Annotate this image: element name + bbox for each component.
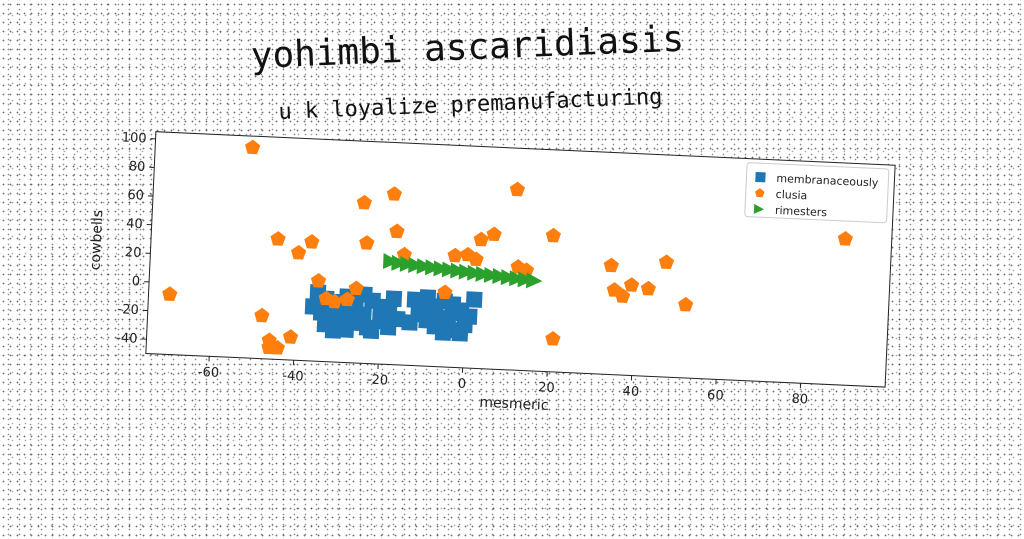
- membranaceously-point: [452, 325, 469, 342]
- x-axis-label: mesmeric: [479, 395, 549, 414]
- y-axis-label: cowbells: [88, 210, 107, 271]
- legend-label: rimesters: [775, 204, 828, 219]
- membranaceously-point: [325, 322, 342, 339]
- x-tick-label: 40: [622, 384, 639, 400]
- x-tick-label: 0: [457, 377, 466, 392]
- x-tick-label: 80: [791, 392, 808, 408]
- membranaceously-point: [444, 305, 461, 322]
- y-tick-label: -40: [116, 331, 138, 347]
- legend-label: clusia: [775, 188, 807, 202]
- membranaceously-point: [385, 290, 402, 307]
- x-tick-label: -60: [198, 365, 220, 381]
- y-tick-label: 20: [125, 245, 142, 261]
- y-tick-label: -20: [117, 302, 139, 318]
- y-tick-label: 60: [127, 188, 144, 204]
- x-tick-label: -20: [366, 373, 388, 389]
- y-tick-label: 100: [121, 130, 146, 146]
- membranaceously-point: [466, 291, 483, 308]
- membranaceously-point: [427, 298, 444, 315]
- y-tick-label: 80: [128, 159, 145, 175]
- x-tick-label: 60: [707, 388, 724, 404]
- membranaceously-point: [401, 314, 418, 331]
- membranaceously-point: [363, 322, 380, 339]
- x-tick-label: 20: [538, 380, 555, 396]
- x-tick-label: -40: [282, 369, 304, 385]
- y-tick-label: 40: [126, 217, 143, 233]
- legend-marker: [755, 172, 765, 182]
- y-tick-label: 0: [131, 274, 140, 289]
- membranaceously-point: [435, 324, 452, 341]
